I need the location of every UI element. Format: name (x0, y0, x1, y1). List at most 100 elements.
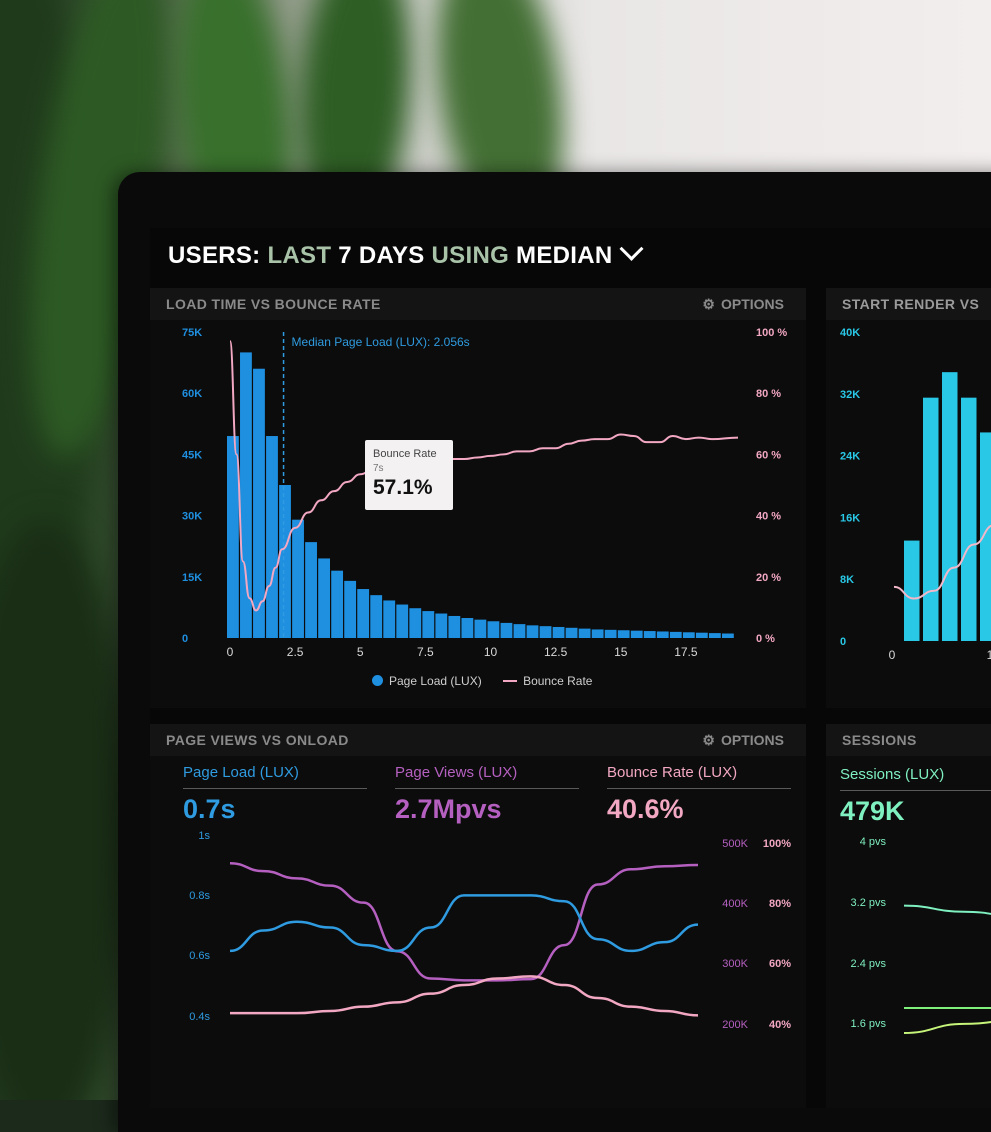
y-right-tick-label: 80% (769, 898, 791, 910)
start-render-chart: 0 8K 16K 24K 32K 40K 0 1 (840, 327, 991, 662)
histogram-bar (461, 618, 474, 638)
x-tick-label: 10 (484, 645, 498, 659)
histogram-bar (292, 519, 304, 638)
y-right-tick-label: 100 % (756, 327, 787, 339)
y-tick-label: 60K (182, 388, 202, 400)
dashboard-screen: USERS: LAST 7 DAYS USING MEDIAN LOAD TIM… (150, 228, 991, 1108)
options-button[interactable]: ⚙ OPTIONS (702, 732, 784, 749)
histogram-bar (526, 625, 539, 638)
histogram-bar (253, 368, 265, 638)
histogram-bar (942, 372, 958, 641)
x-tick-label: 17.5 (674, 645, 698, 659)
x-tick-label: 15 (614, 645, 628, 659)
panel-title: SESSIONS (842, 732, 917, 748)
page-views-panel: PAGE VIEWS VS ONLOAD ⚙ OPTIONS Page Load … (150, 724, 806, 1108)
panel-title: LOAD TIME VS BOUNCE RATE (166, 296, 381, 312)
legend-page-load[interactable]: Page Load (LUX) (389, 674, 482, 688)
page-views-line (229, 861, 699, 982)
histogram-bar (630, 630, 643, 638)
start-render-panel: START RENDER VS 0 8K 16K 24K 32K 40K 0 1 (826, 288, 991, 708)
plant-leaf (0, 520, 130, 1100)
histogram-bar (552, 626, 565, 638)
panel-header: LOAD TIME VS BOUNCE RATE ⚙ OPTIONS (150, 288, 806, 320)
metric-divider (607, 788, 791, 789)
metric-value: 2.7Mpvs (395, 794, 502, 824)
options-label: OPTIONS (720, 732, 784, 748)
y-tick-label: 0.8s (189, 890, 210, 902)
histogram-bar (961, 397, 977, 641)
x-tick-label: 7.5 (417, 645, 434, 659)
y-right-tick-label: 300K (722, 958, 748, 970)
chevron-down-icon[interactable] (618, 236, 644, 261)
y-tick-label: 40K (840, 327, 860, 339)
options-button[interactable]: ⚙ OPTIONS (702, 296, 784, 313)
legend-bounce-rate[interactable]: Bounce Rate (523, 674, 593, 688)
histogram-bar (669, 631, 682, 638)
y-right-tick-label: 400K (722, 898, 748, 910)
y-tick-label: 15K (182, 572, 202, 584)
dashboard-title[interactable]: USERS: LAST 7 DAYS USING MEDIAN (168, 236, 644, 270)
options-label: OPTIONS (720, 296, 784, 312)
histogram-bar (227, 436, 239, 638)
chart-legend: Page Load (LUX) Bounce Rate (372, 674, 592, 688)
title-using: USING (431, 242, 517, 269)
metric-label: Page Views (LUX) (395, 764, 518, 781)
panel-header: START RENDER VS (826, 288, 991, 320)
load-vs-bounce-panel: LOAD TIME VS BOUNCE RATE ⚙ OPTIONS 0 15K 30… (150, 288, 806, 708)
histogram-bar (383, 600, 396, 638)
page-views-chart: 1s 0.8s 0.6s 0.4s 500K 400K 300K 200K 100% 80% 60%… (189, 830, 791, 1031)
title-days: 7 DAYS (338, 242, 432, 269)
y-right-tick-label: 500K (722, 838, 748, 850)
histogram-bar (904, 540, 920, 641)
gear-icon: ⚙ (702, 296, 715, 312)
x-tick-label: 5 (357, 645, 364, 659)
legend-line-icon (503, 680, 518, 682)
gear-icon: ⚙ (702, 732, 715, 748)
histogram-bar (565, 627, 578, 638)
trend-line (893, 524, 991, 600)
histogram-bar (643, 631, 656, 638)
y-tick-label: 45K (182, 449, 202, 461)
histogram-bar (435, 613, 448, 638)
tooltip-label: Bounce Rate (373, 448, 437, 460)
histogram-bar (980, 432, 991, 641)
y-tick-label: 0 (182, 633, 188, 645)
title-median: MEDIAN (516, 242, 613, 269)
tooltip-value: 57.1% (373, 476, 433, 499)
panel-header: SESSIONS (826, 724, 991, 756)
sessions-chart: 4 pvs 3.2 pvs 2.4 pvs 1.6 pvs (851, 836, 991, 1034)
metric-label: Page Load (LUX) (183, 764, 299, 781)
histogram-bar (318, 558, 331, 638)
legend-dot-icon (372, 675, 383, 686)
y-tick-label: 1s (198, 830, 210, 842)
histogram-bar (923, 397, 939, 641)
histogram-bar (357, 589, 370, 638)
panel-header: PAGE VIEWS VS ONLOAD ⚙ OPTIONS (150, 724, 806, 756)
histogram-bar (604, 629, 617, 638)
y-tick-label: 0.6s (189, 950, 210, 962)
x-tick-label: 0 (227, 645, 234, 659)
histogram-bar (500, 622, 513, 638)
page-load-line (229, 894, 699, 953)
x-tick-label: 0 (889, 648, 896, 662)
histogram-bar (513, 624, 526, 638)
histogram-bar (448, 615, 461, 638)
sessions-line (903, 904, 991, 915)
metric-label: Sessions (LUX) (840, 766, 945, 783)
histogram-bar (409, 608, 422, 638)
histogram-bar (578, 628, 591, 638)
histogram-bar (695, 632, 708, 638)
histogram-bar (656, 631, 669, 638)
histogram-bar (279, 485, 291, 638)
metric-value: 0.7s (183, 794, 236, 824)
tooltip-sub: 7s (373, 463, 384, 474)
y-tick-label: 4 pvs (860, 836, 887, 848)
metric-value: 479K (840, 796, 905, 826)
sessions-panel: SESSIONS Sessions (LUX) 479K 4 pvs 3.2 pv… (826, 724, 991, 1108)
histogram-bar (539, 626, 552, 638)
median-annotation: Median Page Load (LUX): 2.056s (292, 335, 470, 349)
y-tick-label: 75K (182, 327, 202, 339)
y-right-tick-label: 20 % (756, 572, 781, 584)
histogram-bar (344, 580, 357, 638)
y-tick-label: 30K (182, 511, 202, 523)
